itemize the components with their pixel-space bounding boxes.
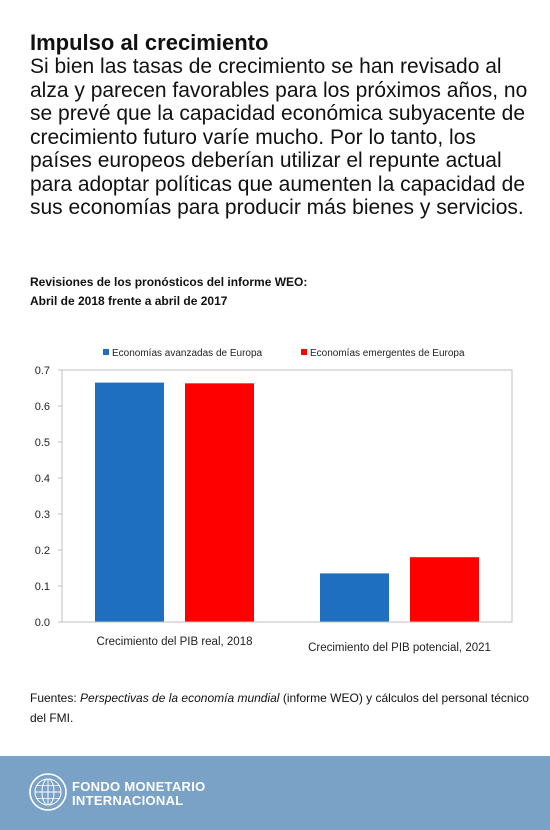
plot-area-frame	[61, 369, 513, 623]
legend-swatch	[103, 349, 109, 355]
source-note: Fuentes: Perspectivas de la economía mun…	[30, 688, 530, 728]
bar	[185, 383, 254, 622]
y-tick-label: 0.7	[35, 365, 50, 377]
y-tick-label: 0.5	[35, 437, 50, 449]
source-prefix: Fuentes:	[30, 691, 81, 705]
bar-chart: Economías avanzadas de Europa Economías e…	[35, 348, 513, 654]
organization-name-line2: INTERNACIONAL	[72, 793, 184, 808]
imf-seal-icon	[29, 773, 67, 811]
bar	[320, 573, 389, 622]
bars	[95, 382, 479, 622]
y-tick-label: 0.0	[35, 617, 50, 629]
chart-legend: Economías avanzadas de Europa Economías e…	[103, 348, 465, 359]
source-suffix: (informe WEO) y cálculos del personal té…	[30, 691, 529, 725]
legend-label: Economías emergentes de Europa	[310, 348, 465, 359]
y-tick-label: 0.1	[35, 581, 50, 593]
chart-subtitle: Abril de 2018 frente a abril de 2017	[30, 294, 228, 308]
y-tick-label: 0.6	[35, 401, 50, 413]
chart-title: Revisiones de los pronósticos del inform…	[30, 275, 308, 289]
legend-swatch	[301, 349, 307, 355]
organization-name-line1: FONDO MONETARIO	[72, 779, 206, 794]
page-title: Impulso al crecimiento	[30, 30, 269, 55]
x-tick-label: Crecimiento del PIB real, 2018	[97, 636, 253, 648]
y-tick-label: 0.2	[35, 545, 50, 557]
y-axis: 0.0 0.1 0.2 0.3 0.4 0.5 0.6 0.7	[35, 365, 62, 629]
x-tick-label: Crecimiento del PIB potencial, 2021	[308, 642, 491, 654]
organization-name: FONDO MONETARIO INTERNACIONAL	[72, 780, 206, 808]
bar	[410, 557, 479, 622]
chart-title-block: Revisiones de los pronósticos del inform…	[30, 273, 307, 311]
source-publication: Perspectivas de la economía mundial	[80, 691, 280, 705]
x-axis: Crecimiento del PIB real, 2018 Crecimient…	[97, 636, 491, 654]
footer-banner: FONDO MONETARIO INTERNACIONAL	[0, 756, 550, 830]
y-tick-label: 0.4	[35, 473, 50, 485]
legend-label: Economías avanzadas de Europa	[112, 348, 263, 359]
y-tick-label: 0.3	[35, 509, 50, 521]
intro-text: Si bien las tasas de crecimiento se han …	[30, 55, 528, 219]
bar	[95, 382, 164, 622]
